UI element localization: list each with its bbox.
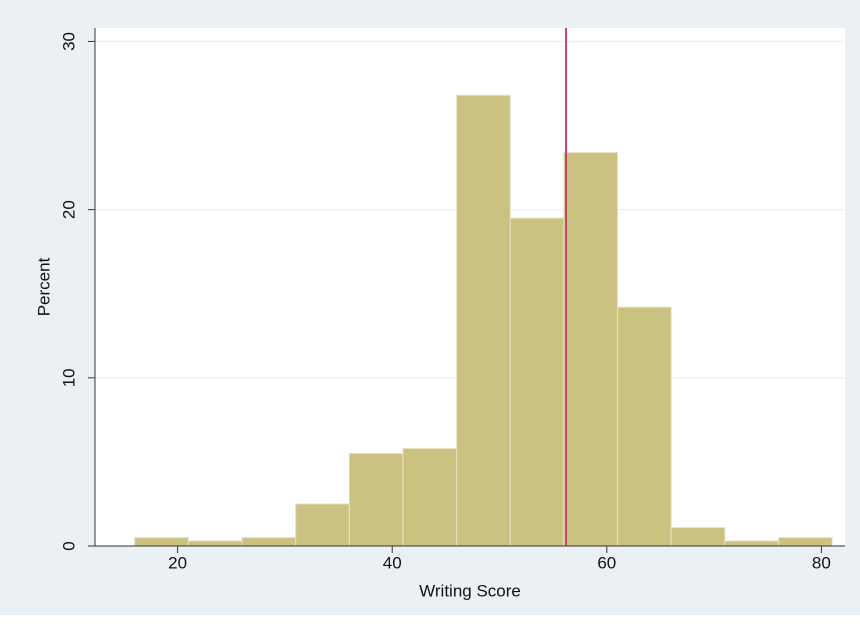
bar <box>724 540 779 547</box>
x-tick-label: 20 <box>168 553 187 572</box>
bar <box>670 527 726 547</box>
bar <box>777 537 833 547</box>
y-tick-label: 20 <box>59 200 78 219</box>
y-axis-title: Percent <box>34 257 53 316</box>
bar <box>295 503 350 547</box>
x-tick-label: 60 <box>597 553 616 572</box>
x-axis-title: Writing Score <box>419 581 521 600</box>
y-tick-label: 10 <box>59 368 78 387</box>
bar <box>402 447 458 547</box>
bar <box>617 306 672 547</box>
bar <box>241 537 297 547</box>
bar <box>187 540 243 547</box>
y-tick-label: 0 <box>59 541 78 550</box>
bar <box>348 453 404 547</box>
y-tick-label: 30 <box>59 32 78 51</box>
bar <box>563 151 619 547</box>
bar <box>134 537 189 547</box>
x-tick-label: 80 <box>812 553 831 572</box>
bar <box>456 94 511 547</box>
bar <box>509 217 565 547</box>
x-tick-label: 40 <box>383 553 402 572</box>
